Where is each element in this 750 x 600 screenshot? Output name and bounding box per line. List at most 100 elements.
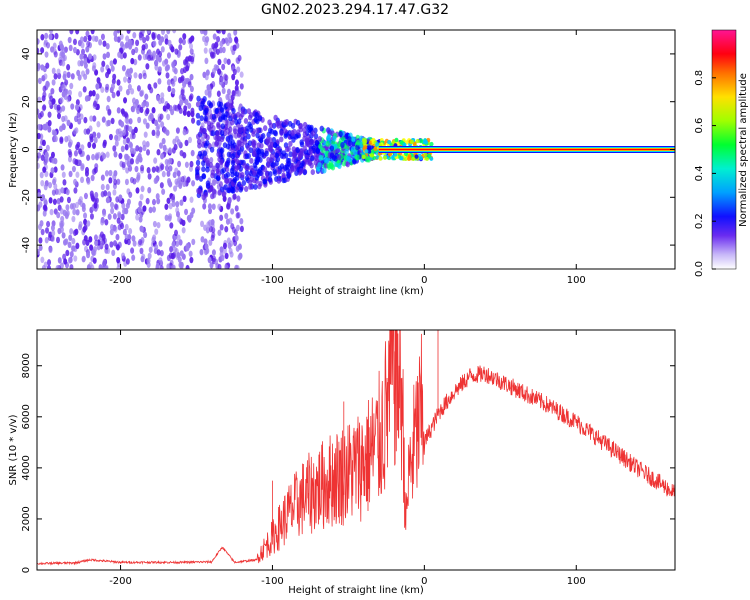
heatmap-cell [74,201,79,209]
heatmap-cell [302,126,307,133]
heatmap-cell [139,106,144,114]
heatmap-cell [104,243,109,250]
heatmap-cell [74,104,79,111]
heatmap-cell [93,202,98,209]
heatmap-cell [184,161,189,168]
heatmap-cell [230,153,235,160]
heatmap-cell [216,151,221,158]
heatmap-cell [73,178,78,186]
heatmap-cell [216,101,222,108]
heatmap-cell [145,101,150,108]
heatmap-cell [78,90,83,98]
heatmap-cell [317,162,322,169]
heatmap-cell [138,31,143,39]
heatmap-cell [61,48,66,55]
heatmap-cell [234,234,239,242]
heatmap-cell [215,162,220,169]
heatmap-cell [41,265,46,269]
heatmap-cell [182,195,187,203]
heatmap-cell [124,144,129,151]
heatmap-cell [140,164,145,172]
heatmap-cell [276,168,281,175]
heatmap-cell [405,140,410,145]
heatmap-cell [93,136,98,144]
heatmap-cell [81,205,86,213]
heatmap-cell [123,76,128,83]
heatmap-cell [211,203,216,210]
heatmap-cell [248,170,254,177]
heatmap-cell [234,186,239,193]
heatmap-cell [239,83,244,90]
heatmap-cell [92,257,97,264]
heatmap-cell [189,48,194,55]
heatmap-cell [267,119,272,126]
heatmap-cell [82,86,87,93]
heatmap-cell [175,207,180,214]
heatmap-cell [43,183,48,191]
heatmap-cell [102,40,107,47]
heatmap-cell [197,150,203,157]
heatmap-cell [219,246,224,253]
heatmap-cell [172,104,177,111]
heatmap-cell [210,169,216,176]
heatmap-cell [38,244,43,251]
heatmap-cell [204,107,209,114]
heatmap-cell [196,119,201,126]
heatmap-cell [160,121,165,128]
heatmap-cell [67,257,72,264]
heatmap-cell [248,123,254,130]
heatmap-cell [105,183,110,191]
heatmap-cell [64,79,69,86]
heatmap-cell [219,214,224,221]
heatmap-cell [151,107,156,114]
heatmap-cell [159,249,164,257]
heatmap-cell [175,253,180,260]
heatmap-cell [209,156,214,164]
heatmap-cell [172,171,177,179]
heatmap-cell [116,107,121,114]
heatmap-cell [128,67,133,74]
heatmap-cell [211,81,216,88]
heatmap-cell [66,71,71,79]
heatmap-cell [235,90,240,97]
heatmap-cell [171,80,176,87]
heatmap-cell [116,79,121,86]
heatmap-cell [47,119,52,127]
heatmap-cell [288,140,293,147]
heatmap-cell [112,58,117,65]
heatmap-cell [75,242,80,250]
heatmap-cell [189,43,194,50]
heatmap-cell [279,129,284,136]
heatmap-cell [211,113,217,120]
heatmap-cell [156,221,161,229]
heatmap-cell [135,176,140,183]
heatmap-cell [229,240,234,247]
heatmap-cell [141,101,146,109]
heatmap-cell [61,84,66,91]
heatmap-cell [122,228,127,236]
heatmap-cell [394,137,399,143]
heatmap-cell [76,69,81,77]
heatmap-cell [110,207,115,215]
heatmap-cell [160,46,165,53]
heatmap-cell [262,166,268,173]
heatmap-cell [254,174,260,181]
colorbar-tick-label: 0.4 [694,165,705,181]
heatmap-cell [212,179,217,186]
heatmap-cell [118,152,123,160]
heatmap-cell [178,37,183,44]
heatmap-cell [211,188,217,195]
heatmap-cell [143,131,148,138]
heatmap-cell [129,158,134,165]
heatmap-cell [336,154,342,161]
heatmap-cell [187,55,192,62]
heatmap-cell [215,130,220,137]
heatmap-cell [411,156,416,162]
heatmap-cell [313,159,318,166]
heatmap-cell [147,186,152,194]
heatmap-cell [116,217,121,224]
heatmap-cell [279,136,284,143]
heatmap-cell [59,208,64,215]
heatmap-cell [275,147,280,154]
heatmap-cell [137,54,142,61]
